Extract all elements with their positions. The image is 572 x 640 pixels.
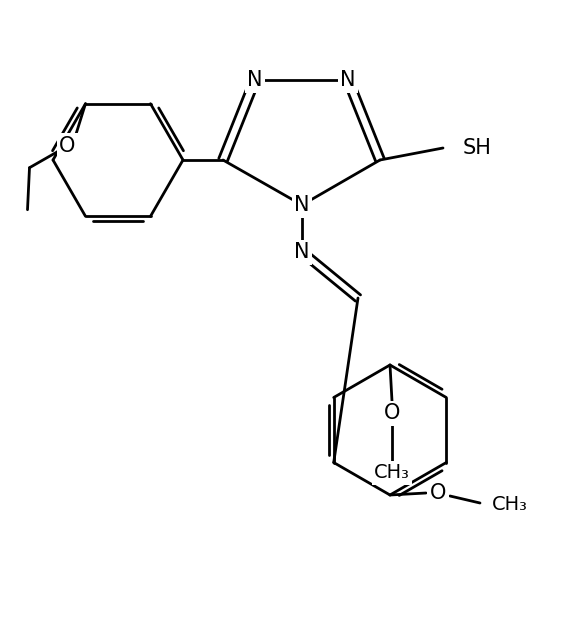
Text: SH: SH bbox=[463, 138, 492, 158]
Text: O: O bbox=[384, 403, 400, 423]
Text: O: O bbox=[430, 483, 446, 503]
Text: N: N bbox=[340, 70, 356, 90]
Text: N: N bbox=[294, 195, 310, 215]
Text: O: O bbox=[59, 136, 76, 156]
Text: N: N bbox=[247, 70, 263, 90]
Text: CH₃: CH₃ bbox=[492, 495, 528, 515]
Text: CH₃: CH₃ bbox=[374, 463, 410, 483]
Text: N: N bbox=[294, 242, 310, 262]
